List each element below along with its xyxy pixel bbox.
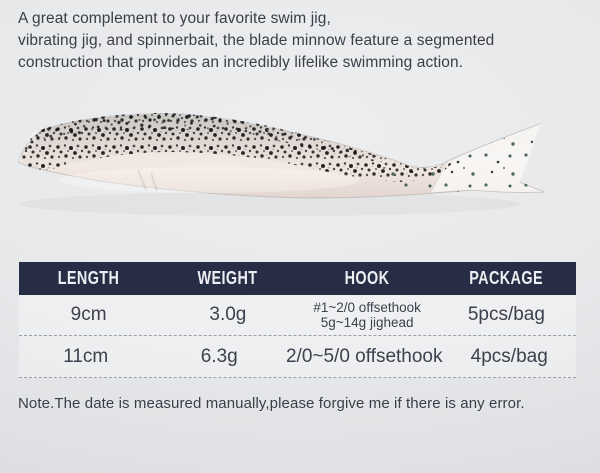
- lure-glitter-tail: [380, 125, 540, 192]
- col-header-length: LENGTH: [19, 268, 158, 289]
- cell-hook: 2/0~5/0 offsethook: [285, 345, 443, 367]
- description-line: A great complement to your favorite swim…: [18, 10, 331, 27]
- lure-shadow: [20, 192, 520, 216]
- col-header-package-label: PACKAGE: [469, 268, 544, 288]
- spec-table-header: LENGTH WEIGHT HOOK PACKAGE: [19, 262, 576, 295]
- description-line: vibrating jig, and spinnerbait, the blad…: [18, 32, 495, 49]
- cell-package: 4pcs/bag: [470, 345, 548, 367]
- col-header-hook: HOOK: [298, 268, 437, 289]
- lure-glitter-top-strip: [22, 113, 398, 163]
- cell-package: 5pcs/bag: [467, 304, 545, 325]
- measurement-note: Note.The date is measured manually,pleas…: [18, 395, 525, 412]
- col-header-weight-label: WEIGHT: [197, 268, 258, 288]
- cell-weight: 6.3g: [200, 345, 238, 367]
- spec-table: LENGTH WEIGHT HOOK PACKAGE 9cm 3.0g #1~2…: [19, 262, 576, 378]
- lure-tail-edge-highlight: [518, 123, 541, 183]
- cell-hook: #1~2/0 offsethook 5g~14g jighead: [298, 300, 437, 330]
- table-row: 11cm 6.3g 2/0~5/0 offsethook 4pcs/bag: [19, 336, 576, 378]
- col-header-weight: WEIGHT: [158, 268, 297, 289]
- cell-weight: 3.0g: [209, 304, 247, 325]
- cell-length: 11cm: [63, 345, 109, 367]
- table-row: 9cm 3.0g #1~2/0 offsethook 5g~14g jighea…: [19, 295, 576, 336]
- hook-line-1: #1~2/0 offsethook: [313, 300, 421, 315]
- lure-belly-highlight: [60, 167, 360, 193]
- col-header-length-label: LENGTH: [57, 268, 120, 288]
- col-header-hook-label: HOOK: [344, 268, 390, 288]
- lure-glitter-dense: [20, 113, 456, 182]
- description-line: construction that provides an incredibly…: [18, 54, 464, 71]
- cell-length: 9cm: [70, 304, 107, 325]
- lure-segment-slits: [137, 169, 158, 192]
- col-header-package: PACKAGE: [437, 268, 576, 289]
- product-description: A great complement to your favorite swim…: [18, 8, 584, 74]
- hook-line-2: 5g~14g jighead: [320, 315, 414, 330]
